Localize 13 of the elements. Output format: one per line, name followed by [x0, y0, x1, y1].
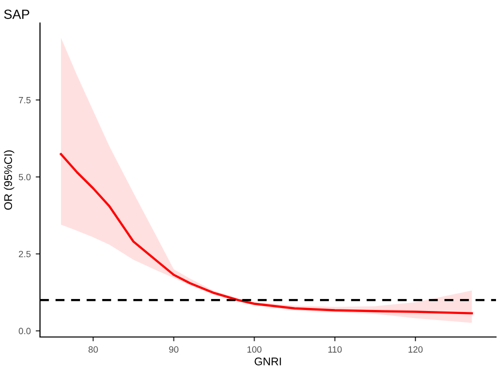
y-axis-title: OR (95%CI) — [4, 150, 14, 210]
line-series — [60, 153, 473, 314]
y-tick-label: 5.0 — [18, 174, 31, 180]
x-tick-label: 120 — [408, 346, 423, 353]
x-tick-label: 100 — [247, 346, 262, 353]
y-tick-label: 0.0 — [18, 328, 31, 334]
y-tick-label: 7.5 — [18, 97, 31, 104]
x-tick-label: 80 — [88, 346, 98, 353]
x-tick-label: 90 — [169, 346, 178, 353]
x-axis-title: GNRI — [254, 358, 281, 366]
chart-title: SAP — [4, 10, 30, 19]
y-tick-label: 2.5 — [18, 250, 31, 258]
x-tick-label: 110 — [328, 346, 342, 353]
